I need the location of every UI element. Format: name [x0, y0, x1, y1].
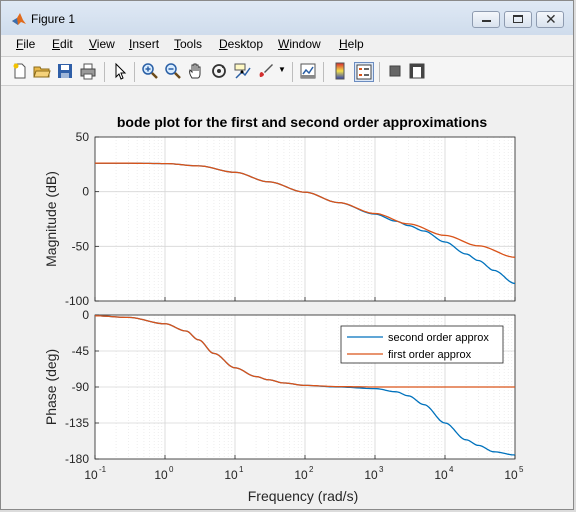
menu-edit[interactable]: Edit: [52, 37, 73, 51]
minimize-icon: [482, 20, 491, 22]
menu-insert[interactable]: Insert: [129, 37, 160, 51]
dropdown-arrow-icon[interactable]: ▼: [278, 65, 286, 74]
x-tick-label: 10: [434, 468, 448, 482]
x-tick-exponent: 4: [449, 465, 454, 474]
x-axis-label: Frequency (rad/s): [248, 488, 358, 504]
menu-file[interactable]: File: [16, 37, 36, 51]
maximize-icon: [513, 15, 523, 23]
pointer-icon[interactable]: [111, 62, 129, 80]
menu-view[interactable]: View: [89, 37, 115, 51]
open-file-icon[interactable]: [33, 62, 51, 80]
y-tick-label: -100: [65, 294, 89, 308]
data-cursor-icon[interactable]: [233, 62, 251, 80]
y-tick-label: 0: [82, 308, 89, 322]
menu-bar: File Edit View Insert Tools Desktop Wind…: [1, 35, 573, 82]
figure-toolbar: ▼: [1, 56, 573, 86]
toolbar-separator: [292, 62, 293, 82]
save-icon[interactable]: [56, 62, 74, 80]
y-tick-label: 0: [82, 185, 89, 199]
hide-plot-tools-icon[interactable]: [386, 62, 404, 80]
pan-icon[interactable]: [187, 62, 205, 80]
menu-desktop[interactable]: Desktop: [219, 37, 264, 51]
colorbar-icon[interactable]: [331, 62, 349, 80]
legend-entry: second order approx: [388, 332, 489, 344]
y-tick-label: -90: [72, 380, 90, 394]
x-tick-label: 10: [504, 468, 518, 482]
legend-icon[interactable]: [354, 62, 374, 82]
x-tick-exponent: -1: [99, 465, 107, 474]
x-tick-exponent: 0: [169, 465, 174, 474]
y-tick-label: -180: [65, 452, 89, 466]
rotate-3d-icon[interactable]: [210, 62, 228, 80]
new-figure-icon[interactable]: [11, 62, 29, 80]
title-bar[interactable]: Figure 1 ✕: [1, 1, 573, 35]
x-tick-label: 10: [154, 468, 168, 482]
x-tick-exponent: 5: [519, 465, 524, 474]
menu-window[interactable]: Window: [278, 37, 321, 51]
magnitude-axes[interactable]: 50 0 -50 -100 Magnitude (dB): [43, 130, 516, 308]
toolbar-separator: [134, 62, 135, 82]
y-tick-label: 50: [76, 130, 90, 144]
chart-title: bode plot for the first and second order…: [117, 114, 487, 130]
x-tick-label: 10: [84, 468, 98, 482]
maximize-button[interactable]: [504, 11, 532, 28]
zoom-out-icon[interactable]: [164, 62, 182, 80]
legend-box: [340, 325, 504, 364]
toolbar-separator: [323, 62, 324, 82]
legend[interactable]: second order approx first order approx: [340, 325, 504, 364]
figure-canvas: bode plot for the first and second order…: [6, 87, 570, 507]
show-plot-tools-icon[interactable]: [408, 62, 426, 80]
toolbar-separator: [104, 62, 105, 82]
x-tick-label: 10: [294, 468, 308, 482]
link-plot-icon[interactable]: [299, 62, 317, 80]
y-tick-label: -50: [72, 239, 90, 253]
menu-help[interactable]: Help: [339, 37, 364, 51]
zoom-in-icon[interactable]: [141, 62, 159, 80]
x-tick-label: 10: [224, 468, 238, 482]
y-axis-label: Phase (deg): [43, 349, 59, 425]
y-axis-label: Magnitude (dB): [43, 171, 59, 267]
close-icon: ✕: [545, 11, 557, 27]
x-tick-exponent: 3: [379, 465, 384, 474]
window-title: Figure 1: [31, 12, 76, 26]
series-line-first-order-approx: [95, 315, 515, 388]
minimize-button[interactable]: [472, 11, 500, 28]
print-icon[interactable]: [79, 62, 97, 80]
y-tick-label: -45: [72, 344, 90, 358]
matlab-logo-icon: [12, 13, 26, 25]
series-line-first-order-approx: [95, 162, 516, 258]
y-tick-label: -135: [65, 416, 89, 430]
x-tick-label: 10: [364, 468, 378, 482]
bode-plot[interactable]: bode plot for the first and second order…: [6, 87, 570, 507]
menu-tools[interactable]: Tools: [174, 37, 203, 51]
legend-entry: first order approx: [388, 349, 472, 361]
x-tick-exponent: 2: [309, 465, 314, 474]
brush-icon[interactable]: [257, 62, 275, 80]
toolbar-separator: [379, 62, 380, 82]
close-button[interactable]: ✕: [536, 11, 564, 28]
x-tick-exponent: 1: [239, 465, 244, 474]
